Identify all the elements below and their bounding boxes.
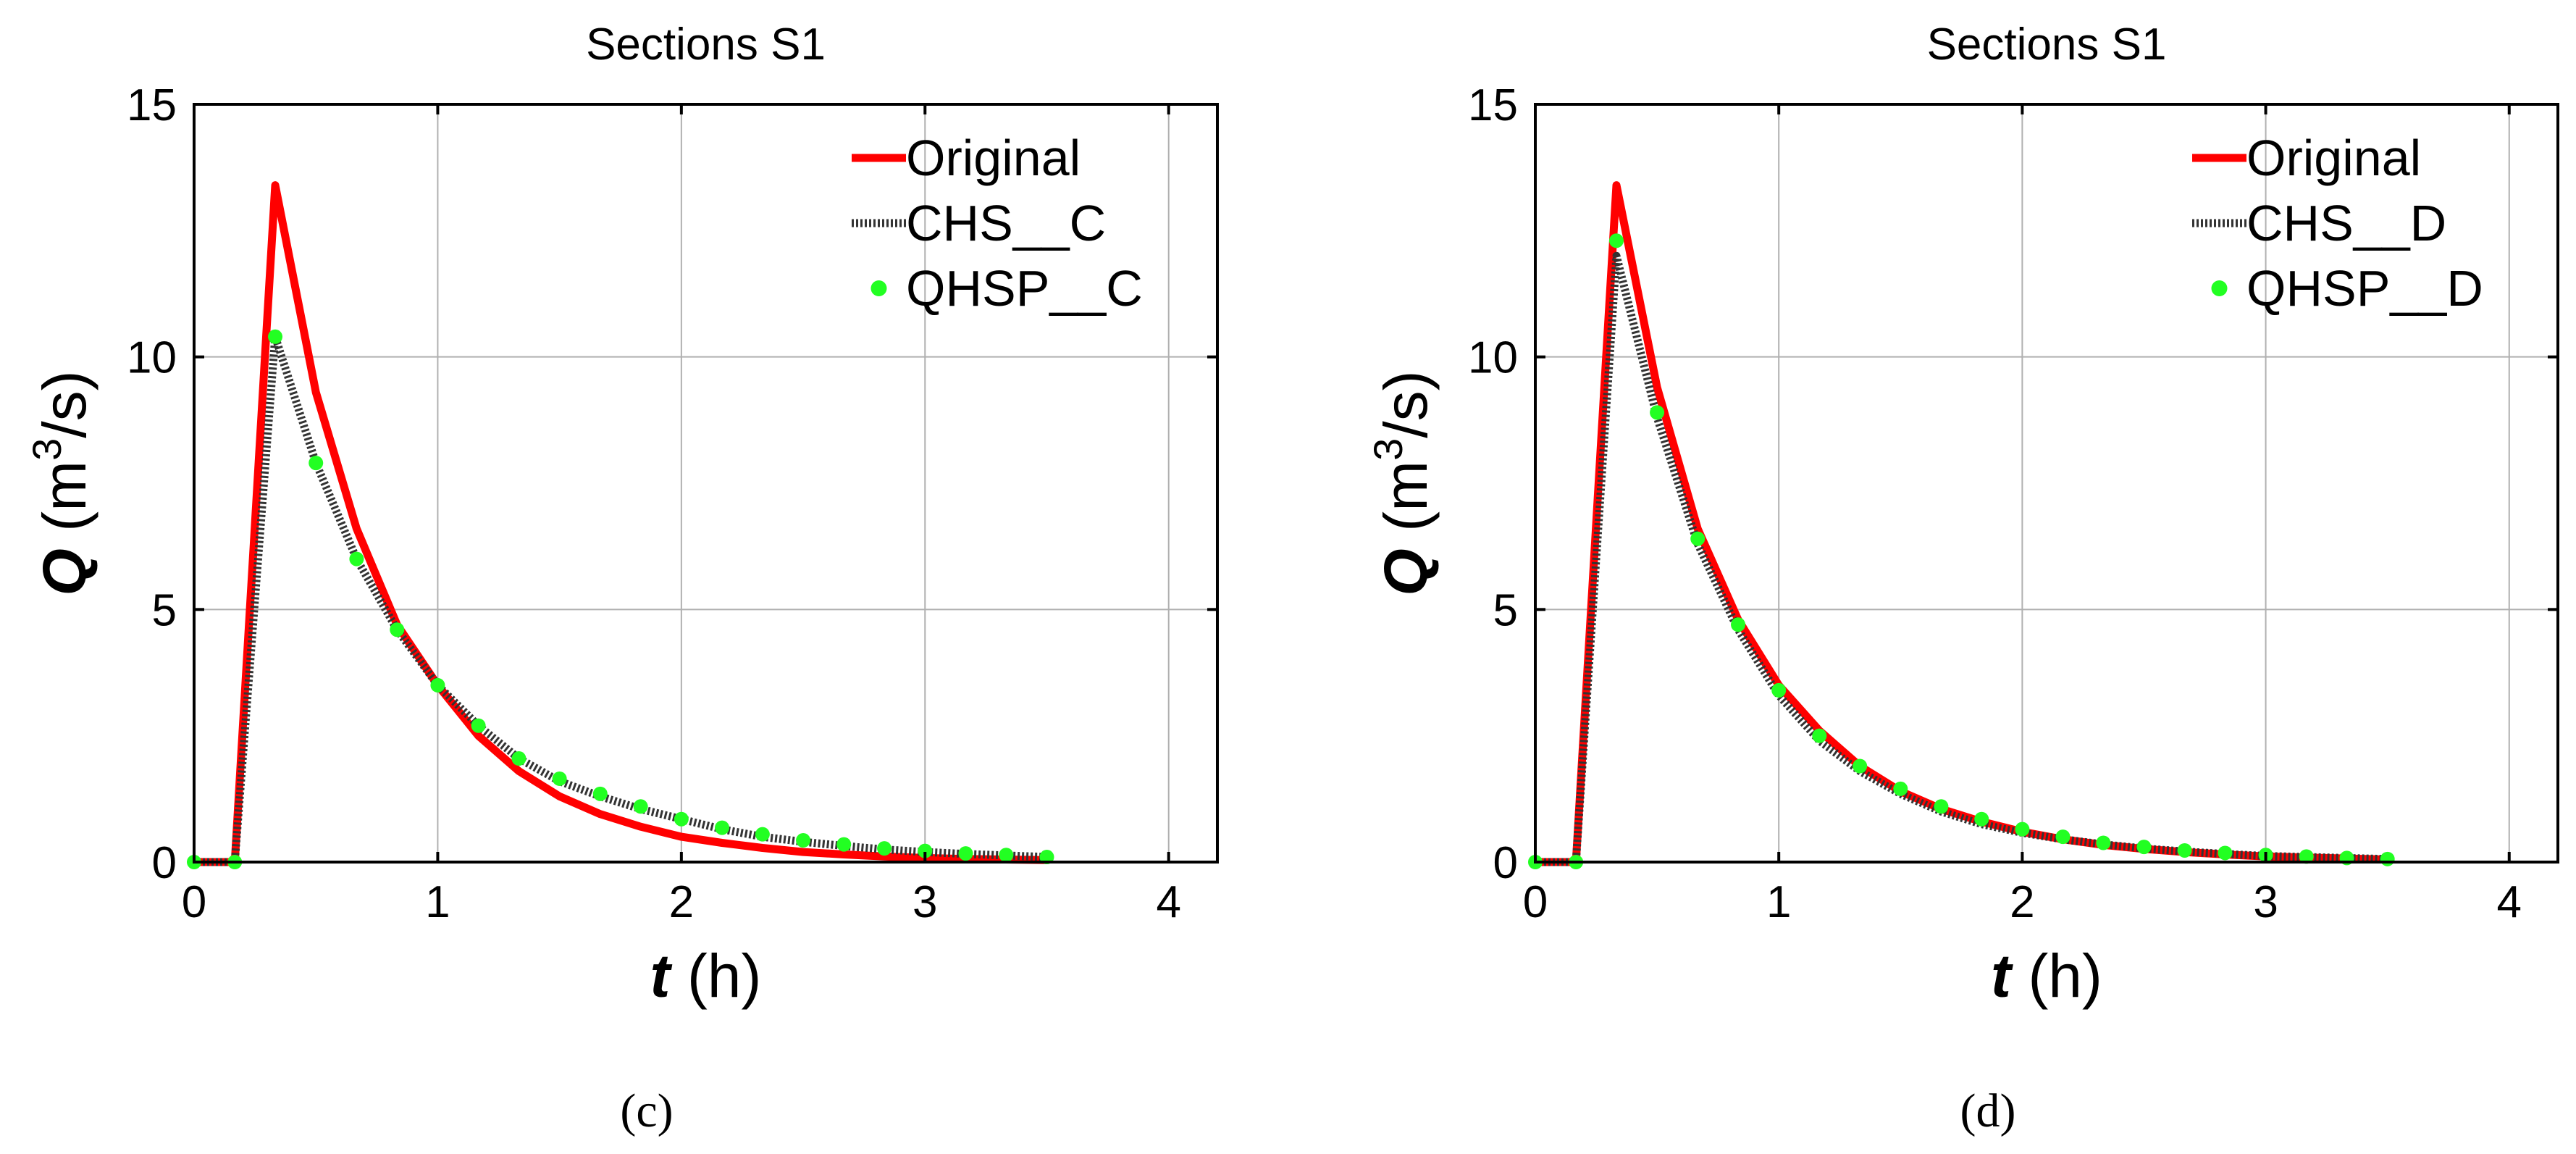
legend-label: CHS__D — [2246, 195, 2446, 251]
qhsp-point — [552, 771, 567, 786]
series-line-chs — [194, 333, 1047, 866]
y-axis-label: Q (m3/s) — [1365, 370, 1440, 595]
x-tick-label: 1 — [425, 877, 450, 927]
legend-label: Original — [2246, 130, 2421, 186]
qhsp-point — [1853, 758, 1868, 774]
qhsp-point — [2055, 829, 2071, 845]
plot-frame — [1534, 103, 2559, 864]
series-line-chs — [1535, 251, 2388, 866]
qhsp-point — [877, 841, 892, 856]
qhsp-point — [430, 677, 445, 693]
x-tick-label: 4 — [1156, 877, 1180, 927]
qhsp-point — [2218, 845, 2233, 861]
legend-label: QHSP__D — [2246, 260, 2483, 317]
legend: Original CHS__D QHSP__D — [2192, 130, 2483, 317]
x-tick-label: 1 — [1766, 877, 1791, 927]
legend: Original CHS__C QHSP__C — [852, 130, 1143, 317]
chart-title: Sections S1 — [1927, 20, 2167, 70]
qhsp-point — [999, 848, 1014, 863]
qhsp-point — [1974, 811, 1989, 827]
qhsp-point — [390, 622, 405, 637]
x-tick-label: 2 — [2010, 877, 2034, 927]
qhsp-point — [2177, 842, 2192, 858]
y-tick-label: 15 — [127, 80, 177, 130]
panel-label: (d) — [1960, 1084, 2016, 1137]
qhsp-point — [1690, 531, 1706, 546]
legend-label: CHS__C — [906, 195, 1106, 251]
qhsp-point — [918, 843, 933, 858]
panel-label: (c) — [620, 1084, 673, 1137]
x-axis-label: t (h) — [650, 942, 762, 1010]
qhsp-point — [1731, 617, 1746, 632]
qhsp-point — [268, 329, 283, 344]
qhsp-point — [1934, 799, 1949, 814]
x-axis-label: t (h) — [1991, 942, 2102, 1010]
chart-panel-c: 0 1 2 3 4 0 5 10 15 Sections S1 t (h) Q (m3/s) Origi… — [24, 20, 1219, 1137]
legend-label: Original — [906, 130, 1081, 186]
x-tick-label: 0 — [1523, 877, 1548, 927]
y-tick-label: 10 — [1468, 333, 1518, 383]
y-tick-label: 0 — [152, 838, 177, 888]
y-tick-label: 15 — [1468, 80, 1518, 130]
qhsp-point — [1771, 682, 1787, 698]
qhsp-point — [2015, 821, 2030, 837]
chart-title: Sections S1 — [586, 20, 826, 70]
y-axis-label: Q (m3/s) — [24, 370, 98, 595]
qhsp-point — [958, 846, 973, 861]
qhsp-point — [592, 786, 608, 801]
qhsp-point — [309, 456, 324, 471]
qhsp-point — [511, 751, 526, 766]
x-tick-label: 3 — [912, 877, 937, 927]
qhsp-point — [2380, 851, 2395, 866]
qhsp-point — [836, 837, 852, 852]
y-tick-label: 10 — [127, 333, 177, 383]
y-tick-label: 0 — [1493, 838, 1518, 888]
qhsp-point — [633, 799, 648, 814]
x-tick-label: 3 — [2253, 877, 2278, 927]
qhsp-point — [715, 820, 730, 835]
qhsp-point — [796, 833, 811, 848]
series-line-original — [194, 181, 1047, 866]
y-tick-label: 5 — [152, 585, 177, 635]
x-tick-label: 0 — [182, 877, 206, 927]
qhsp-point — [349, 551, 364, 566]
plot-frame — [193, 103, 1219, 864]
legend-label: QHSP__C — [906, 260, 1143, 317]
y-tick-label: 5 — [1493, 585, 1518, 635]
qhsp-point — [1893, 781, 1908, 796]
qhsp-point — [2096, 835, 2111, 850]
qhsp-point — [1650, 405, 1665, 420]
qhsp-point — [755, 827, 770, 842]
legend-swatch-qhsp — [870, 280, 887, 296]
qhsp-point — [471, 718, 486, 733]
x-tick-label: 4 — [2497, 877, 2522, 927]
legend-swatch-qhsp — [2211, 280, 2228, 296]
qhsp-point — [2136, 840, 2152, 855]
qhsp-point — [1812, 728, 1827, 743]
qhsp-point — [1608, 233, 1624, 248]
qhsp-point — [674, 811, 689, 827]
chart-panel-d: 0 1 2 3 4 0 5 10 15 Sections S1 t (h) Q (m3/s) Origi… — [1365, 20, 2559, 1137]
qhsp-point — [2299, 849, 2314, 864]
x-tick-label: 2 — [669, 877, 694, 927]
